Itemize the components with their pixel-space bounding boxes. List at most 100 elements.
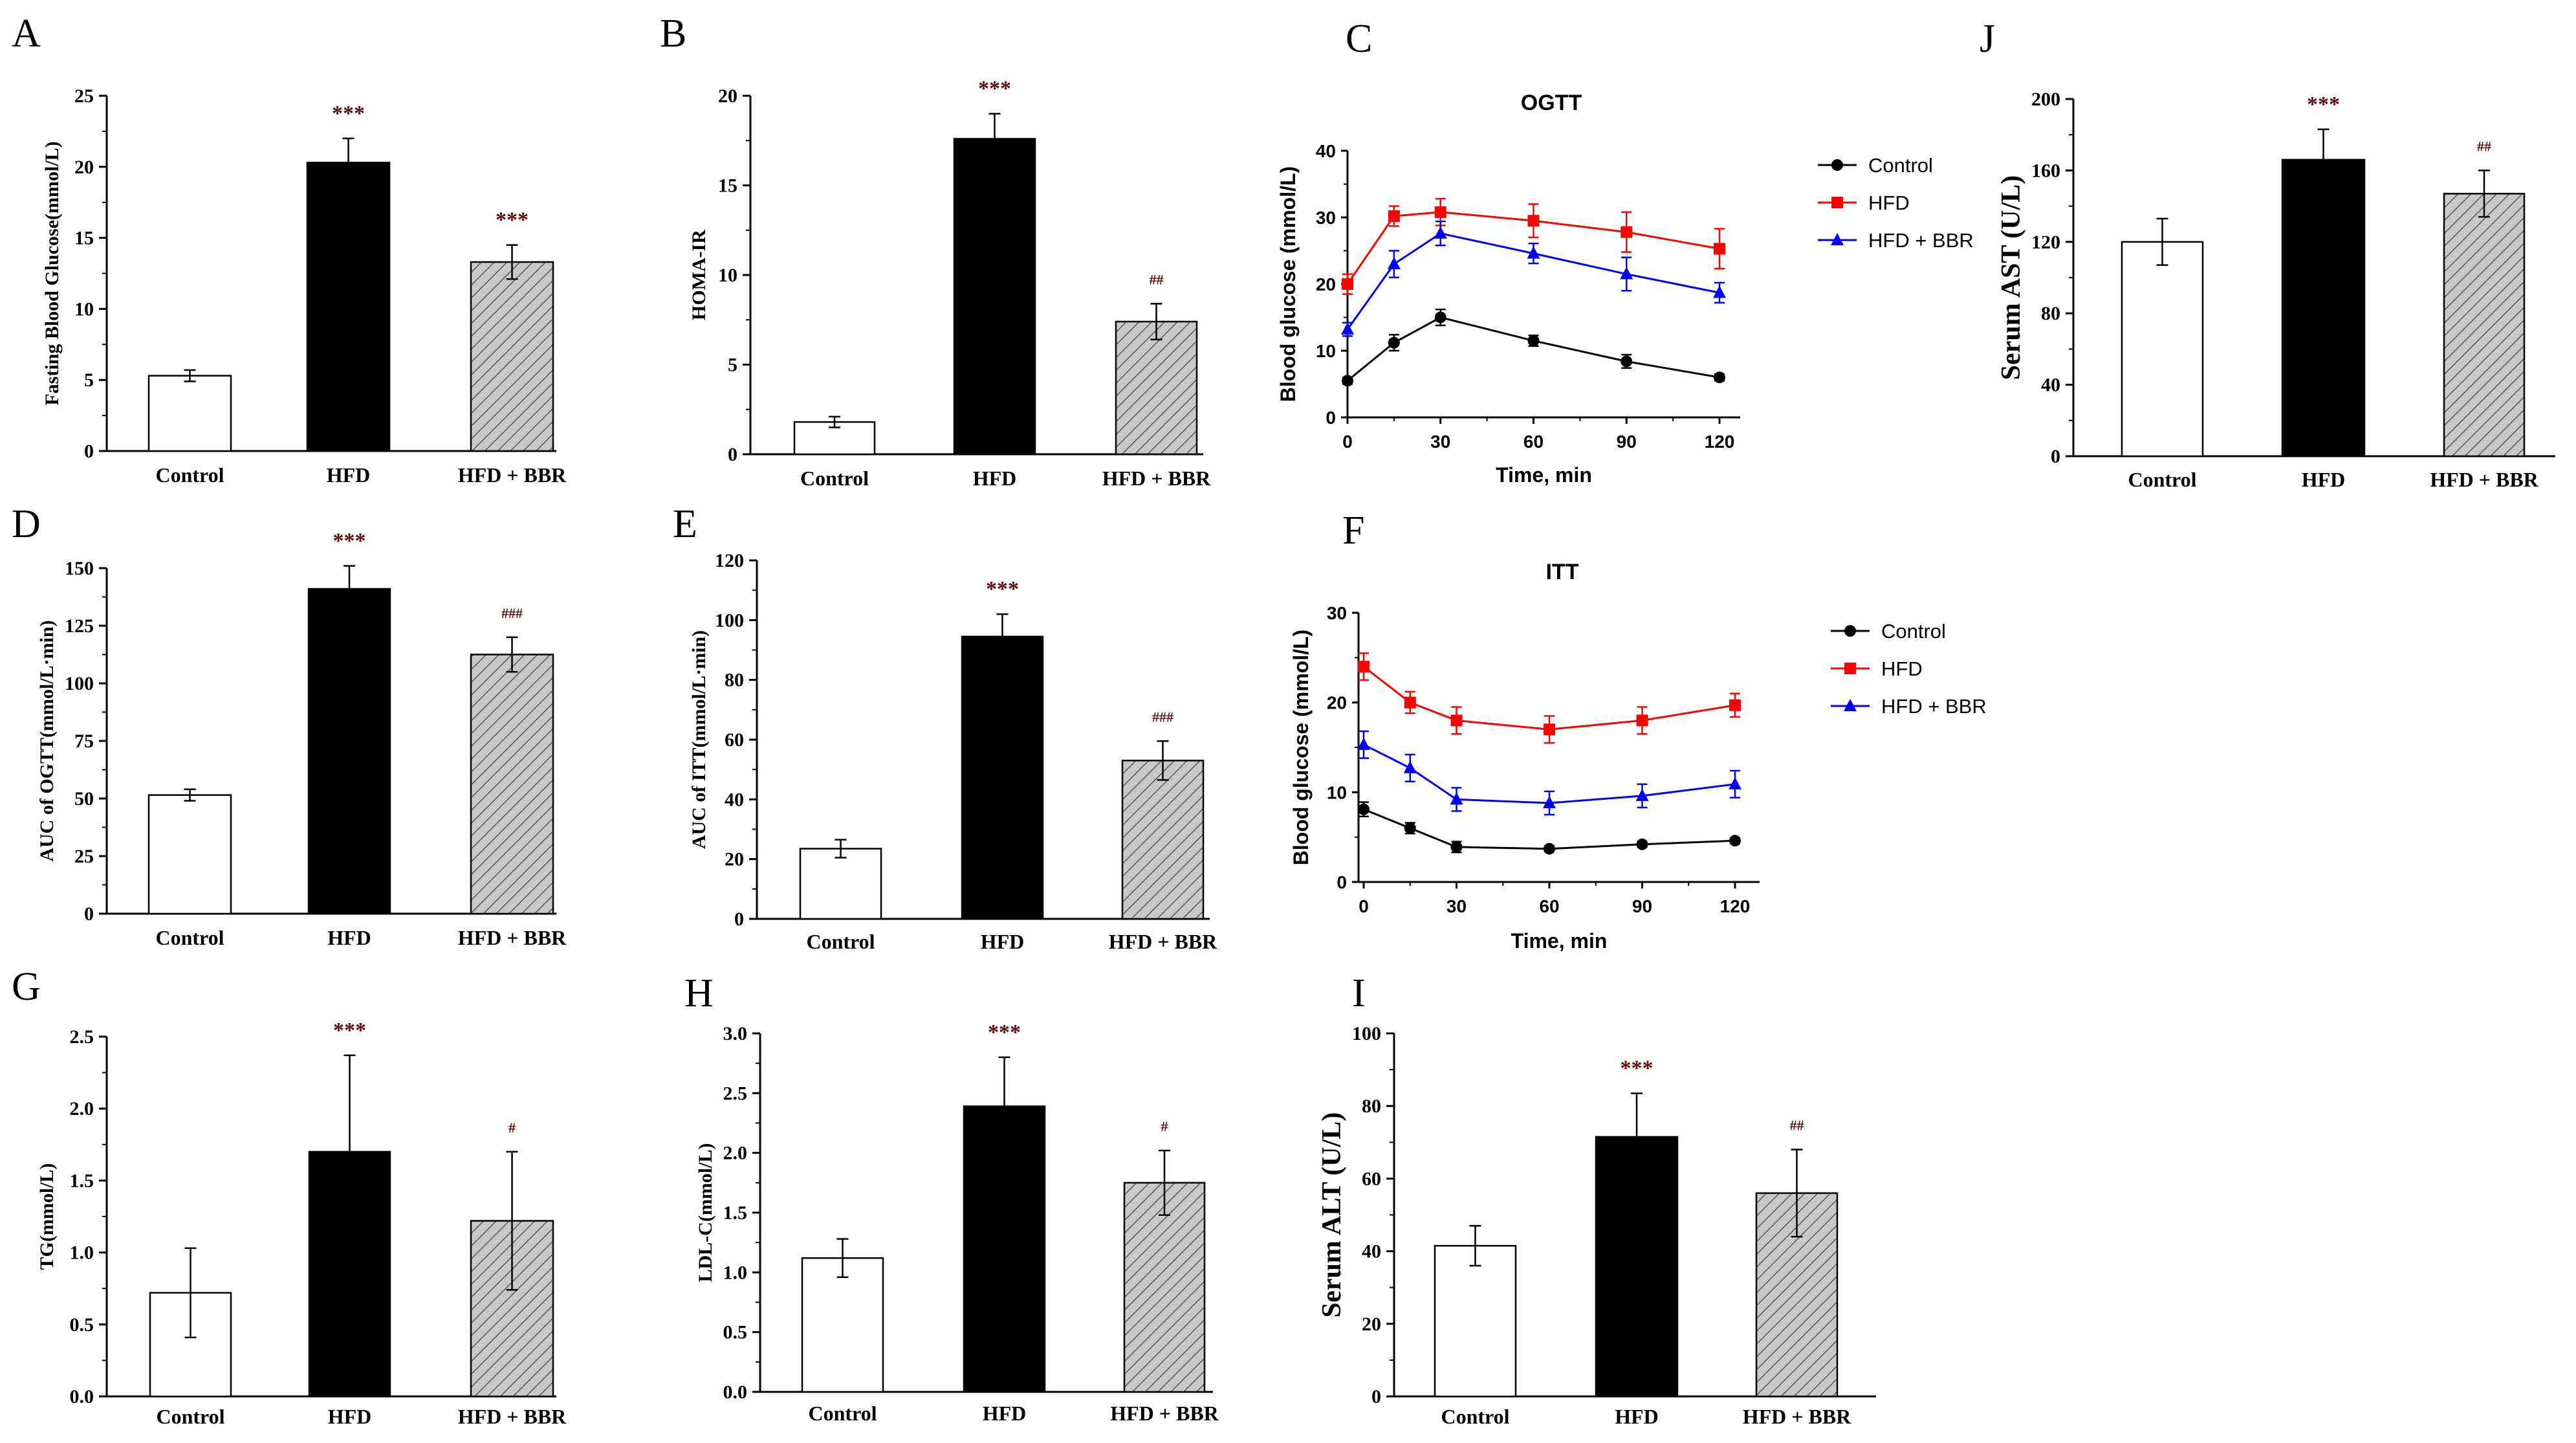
bar-control	[799, 848, 882, 920]
x-category-label: Control	[800, 467, 869, 490]
y-tick-label: 2.5	[723, 1083, 748, 1104]
marker-circle	[1450, 841, 1463, 853]
y-tick-label: 120	[715, 550, 744, 571]
series-hfd	[1358, 652, 1741, 744]
marker-circle	[1434, 311, 1446, 324]
y-tick-label: 15	[74, 228, 94, 249]
y-axis-label: TG(mmol/L)	[36, 1163, 58, 1270]
legend-label: Control	[1881, 620, 1946, 643]
y-tick-label: 1.5	[723, 1202, 748, 1224]
significance-mark: ***	[496, 208, 529, 232]
y-tick-label: 0.5	[723, 1322, 748, 1343]
marker-triangle	[1713, 285, 1726, 298]
y-axis-label: Blood glucose (mmol/L)	[1289, 630, 1313, 865]
marker-circle	[1358, 803, 1370, 815]
marker-triangle	[1387, 257, 1401, 270]
y-tick-label: 30	[1316, 208, 1336, 228]
y-tick-label: 20	[725, 849, 744, 870]
bar-control	[793, 421, 876, 456]
marker-triangle	[1543, 795, 1556, 808]
y-tick-label: 120	[2031, 232, 2060, 253]
x-category-label: Control	[155, 463, 224, 487]
bar-hfd-bbr	[1123, 1182, 1206, 1393]
x-category-label: HFD + BBR	[1109, 930, 1217, 953]
y-tick-label: 10	[1327, 782, 1347, 802]
bar-control	[147, 375, 232, 452]
marker-square	[1434, 206, 1446, 218]
marker-square	[1527, 215, 1540, 227]
y-tick-label: 80	[2041, 303, 2060, 324]
panel-B: B 0 5 10 15 20 HOMA-IR Control *** HFD ## HFD + BBR	[660, 12, 1211, 490]
significance-mark: ##	[1790, 1118, 1804, 1134]
x-axis-label: Time, min	[1496, 463, 1592, 487]
marker-square	[1388, 210, 1400, 222]
bar-control	[147, 794, 232, 915]
y-tick-label: 2.0	[723, 1143, 748, 1164]
marker-circle	[1404, 822, 1416, 834]
marker-square	[1831, 197, 1843, 208]
y-tick-label: 100	[715, 610, 744, 631]
x-category-label: Control	[806, 930, 875, 953]
legend-label: HFD	[1881, 657, 1923, 680]
significance-mark: #	[1161, 1118, 1168, 1134]
bar-hfd	[953, 138, 1036, 456]
y-tick-label: 10	[74, 298, 94, 320]
y-tick-label: 10	[1316, 341, 1336, 361]
bar-control	[2121, 241, 2204, 457]
panel-C: C OGTT 0 10 20 30 40 0 30 60 90 120 Time, min Blood g…	[1276, 17, 1974, 487]
marker-triangle	[1434, 226, 1447, 239]
x-category-label: HFD	[327, 926, 371, 949]
y-tick-label: 0.0	[723, 1382, 748, 1403]
y-tick-label: 100	[1352, 1023, 1381, 1044]
y-tick-label: 100	[65, 673, 94, 694]
panel-label: B	[660, 12, 686, 56]
y-tick-label: 25	[74, 846, 94, 867]
series-line	[1363, 666, 1736, 731]
marker-circle	[1342, 375, 1353, 387]
series-line	[1346, 211, 1720, 285]
significance-mark: ##	[1150, 271, 1164, 287]
y-tick-label: 40	[725, 789, 744, 810]
y-tick-label: 15	[718, 175, 737, 197]
y-tick-label: 0	[1371, 1386, 1381, 1407]
y-tick-label: 20	[1316, 274, 1336, 294]
significance-mark: ***	[332, 102, 365, 126]
marker-circle	[1636, 838, 1648, 850]
significance-mark: ##	[2477, 138, 2491, 154]
x-category-label: Control	[808, 1402, 877, 1425]
x-category-label: HFD + BBR	[2430, 468, 2538, 491]
marker-square	[1450, 714, 1463, 727]
x-category-label: HFD + BBR	[1743, 1405, 1851, 1428]
significance-mark: #	[508, 1119, 516, 1136]
y-tick-label: 60	[1362, 1168, 1381, 1189]
marker-triangle	[1729, 777, 1741, 789]
x-category-label: HFD	[327, 463, 371, 487]
bar-hfd-bbr	[1115, 320, 1198, 456]
panel-F: F ITT 0 10 20 30 0 30 60 90 120 Time, min Blood gluc…	[1289, 509, 1987, 953]
marker-square	[1544, 723, 1555, 736]
series-line	[1363, 808, 1736, 850]
y-tick-label: 40	[2041, 375, 2060, 396]
x-category-label: Control	[2128, 468, 2196, 491]
y-tick-label: 0.0	[70, 1386, 94, 1407]
panel-label: G	[12, 965, 41, 1009]
chart-title: OGTT	[1521, 91, 1582, 115]
marker-triangle	[1844, 699, 1857, 711]
series-hfd	[1342, 197, 1725, 295]
y-tick-label: 2.5	[70, 1026, 94, 1048]
marker-square	[1714, 243, 1725, 255]
panel-label: J	[1980, 17, 1995, 61]
marker-square	[1729, 699, 1741, 711]
y-tick-label: 60	[725, 729, 744, 751]
y-tick-label: 5	[728, 355, 737, 376]
series-hfd-bbr	[1357, 730, 1741, 816]
bar-hfd	[306, 161, 391, 452]
panel-label: E	[673, 502, 697, 546]
x-category-label: HFD	[328, 1405, 372, 1428]
panel-label: F	[1342, 509, 1364, 553]
series-line	[1347, 316, 1720, 382]
x-category-label: HFD	[973, 467, 1017, 490]
marker-circle	[1729, 835, 1741, 847]
x-category-label: HFD	[981, 930, 1025, 953]
y-axis-label: HOMA-IR	[688, 230, 710, 320]
